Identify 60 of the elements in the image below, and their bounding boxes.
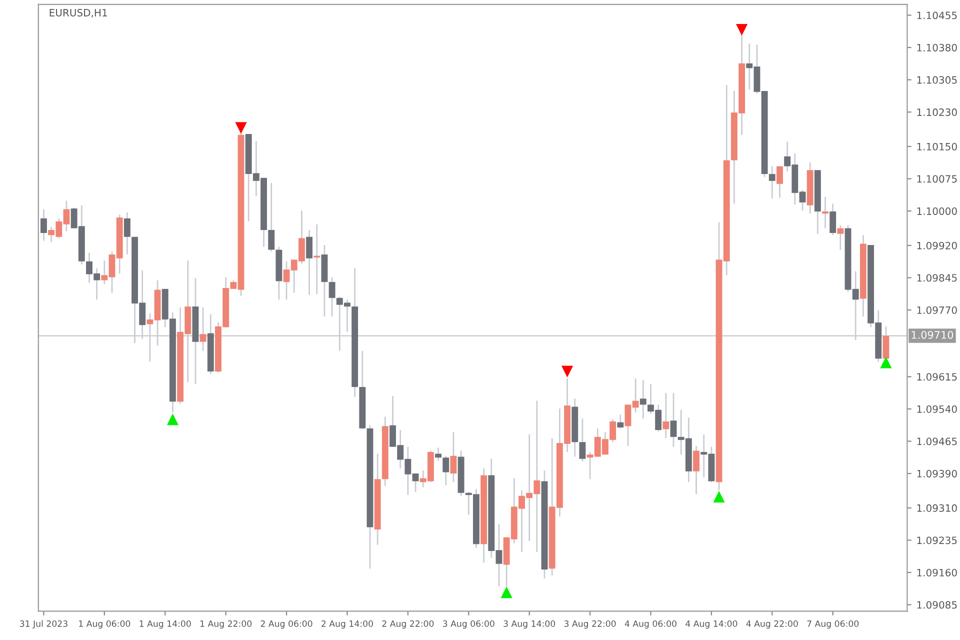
x-tick-label: 31 Jul 2023 [20,620,68,628]
chart-title: EURUSD,H1 [50,8,107,18]
candlestick [776,166,783,198]
x-tick-label: 3 Aug 14:00 [504,620,556,629]
candlestick [450,432,457,483]
y-tick-label: 1.09540 [917,405,957,413]
candlestick [435,446,442,462]
point [166,413,179,426]
x-tick-label: 1 Aug 22:00 [200,620,252,629]
candlestick [40,208,47,242]
candlestick [670,392,677,448]
y-tick-label: 1.10230 [917,108,957,116]
x-tick-label: 4 Aug 14:00 [686,620,738,629]
y-tick-label: 1.09310 [917,504,957,512]
y-tick-label: 1.09465 [917,438,957,446]
x-tick-label: 2 Aug 22:00 [382,620,434,629]
candlestick [328,276,336,318]
y-tick-label: 1.10305 [917,76,957,84]
x-tick-label: 7 Aug 06:00 [807,620,859,629]
candlestick [617,414,624,430]
x-tick-label: 2 Aug 14:00 [322,620,373,629]
x-tick-label: 4 Aug 06:00 [624,620,676,629]
y-tick-label: 1.09770 [917,306,957,314]
point [561,366,574,378]
candlestick [837,224,844,250]
candlestick [306,229,313,296]
x-tick-label: 3 Aug 22:00 [564,620,616,629]
y-tick-label: 1.10000 [917,207,957,215]
candlestick [124,212,130,256]
y-tick-label: 1.10075 [917,175,957,183]
point [500,586,512,598]
y-tick-label: 1.09160 [917,568,957,576]
candlestick [693,445,700,495]
candlestick [640,379,646,420]
candlestick [662,392,670,439]
y-tick-label: 1.09615 [917,373,957,381]
y-tick-label: 1.10150 [917,142,957,150]
point [880,356,892,368]
y-tick-label: 1.09085 [917,601,957,609]
x-tick-label: 1 Aug 06:00 [79,620,130,629]
x-tick-label: 4 Aug 22:00 [746,620,798,629]
y-tick-label: 1.10380 [917,44,957,52]
point [736,24,748,36]
candlestick [768,166,776,200]
candlestick [268,182,275,252]
y-tick-label: 1.09390 [917,470,957,478]
x-tick-label: 1 Aug 14:00 [140,620,191,629]
y-tick-label: 1.09235 [917,536,957,544]
y-tick-label: 1.09920 [917,242,957,250]
candlestick [822,196,828,229]
candlestick [830,203,836,236]
y-tick-label: 1.09845 [917,274,957,282]
point [235,122,247,134]
x-tick-label: 3 Aug 06:00 [442,620,494,629]
candlestick [579,418,586,462]
y-tick-label: 1.10455 [917,12,957,20]
x-tick-label: 2 Aug 06:00 [260,620,312,629]
candlestick [442,455,450,486]
ref-line-label: 1.09710 [912,330,954,339]
point [713,490,725,503]
